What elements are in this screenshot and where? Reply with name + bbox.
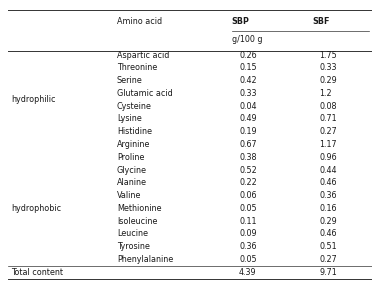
Text: Threonine: Threonine bbox=[117, 63, 157, 73]
Text: 0.52: 0.52 bbox=[239, 165, 257, 175]
Text: 0.33: 0.33 bbox=[319, 63, 337, 73]
Text: 0.19: 0.19 bbox=[239, 127, 257, 136]
Text: 0.26: 0.26 bbox=[239, 51, 257, 60]
Text: Total content: Total content bbox=[11, 268, 63, 277]
Text: 0.09: 0.09 bbox=[239, 229, 257, 238]
Text: Phenylalanine: Phenylalanine bbox=[117, 255, 173, 264]
Text: 0.96: 0.96 bbox=[319, 153, 337, 162]
Text: 0.16: 0.16 bbox=[319, 204, 337, 213]
Text: 0.05: 0.05 bbox=[239, 204, 257, 213]
Text: 0.51: 0.51 bbox=[319, 242, 337, 251]
Text: 0.49: 0.49 bbox=[239, 115, 257, 123]
Text: 0.38: 0.38 bbox=[239, 153, 256, 162]
Text: 0.36: 0.36 bbox=[319, 191, 337, 200]
Text: Glutamic acid: Glutamic acid bbox=[117, 89, 173, 98]
Text: Tyrosine: Tyrosine bbox=[117, 242, 150, 251]
Text: Lysine: Lysine bbox=[117, 115, 142, 123]
Text: 0.29: 0.29 bbox=[319, 217, 337, 226]
Text: 0.08: 0.08 bbox=[319, 102, 337, 111]
Text: 1.2: 1.2 bbox=[319, 89, 332, 98]
Text: Glycine: Glycine bbox=[117, 165, 147, 175]
Text: Valine: Valine bbox=[117, 191, 141, 200]
Text: Amino acid: Amino acid bbox=[117, 17, 162, 26]
Text: Serine: Serine bbox=[117, 76, 143, 85]
Text: 0.27: 0.27 bbox=[319, 127, 337, 136]
Text: 1.17: 1.17 bbox=[319, 140, 337, 149]
Text: 0.27: 0.27 bbox=[319, 255, 337, 264]
Text: g/100 g: g/100 g bbox=[232, 35, 262, 44]
Text: 0.05: 0.05 bbox=[239, 255, 257, 264]
Text: Leucine: Leucine bbox=[117, 229, 148, 238]
Text: 0.22: 0.22 bbox=[239, 178, 257, 187]
Text: Cysteine: Cysteine bbox=[117, 102, 152, 111]
Text: SBP: SBP bbox=[232, 17, 250, 26]
Text: 4.39: 4.39 bbox=[239, 268, 257, 277]
Text: 0.06: 0.06 bbox=[239, 191, 256, 200]
Text: 0.67: 0.67 bbox=[239, 140, 257, 149]
Text: 9.71: 9.71 bbox=[319, 268, 337, 277]
Text: 0.46: 0.46 bbox=[319, 229, 337, 238]
Text: 0.42: 0.42 bbox=[239, 76, 257, 85]
Text: 0.15: 0.15 bbox=[239, 63, 257, 73]
Text: 0.71: 0.71 bbox=[319, 115, 337, 123]
Text: hydrophilic: hydrophilic bbox=[11, 95, 56, 104]
Text: SBF: SBF bbox=[312, 17, 329, 26]
Text: Arginine: Arginine bbox=[117, 140, 150, 149]
Text: 0.29: 0.29 bbox=[319, 76, 337, 85]
Text: 0.44: 0.44 bbox=[319, 165, 337, 175]
Text: Alanine: Alanine bbox=[117, 178, 147, 187]
Text: Proline: Proline bbox=[117, 153, 144, 162]
Text: 0.11: 0.11 bbox=[239, 217, 256, 226]
Text: Isoleucine: Isoleucine bbox=[117, 217, 157, 226]
Text: 0.33: 0.33 bbox=[239, 89, 256, 98]
Text: 0.36: 0.36 bbox=[239, 242, 256, 251]
Text: 0.46: 0.46 bbox=[319, 178, 337, 187]
Text: Aspartic acid: Aspartic acid bbox=[117, 51, 169, 60]
Text: 1.75: 1.75 bbox=[319, 51, 337, 60]
Text: Histidine: Histidine bbox=[117, 127, 152, 136]
Text: hydrophobic: hydrophobic bbox=[11, 204, 61, 213]
Text: Methionine: Methionine bbox=[117, 204, 161, 213]
Text: 0.04: 0.04 bbox=[239, 102, 256, 111]
